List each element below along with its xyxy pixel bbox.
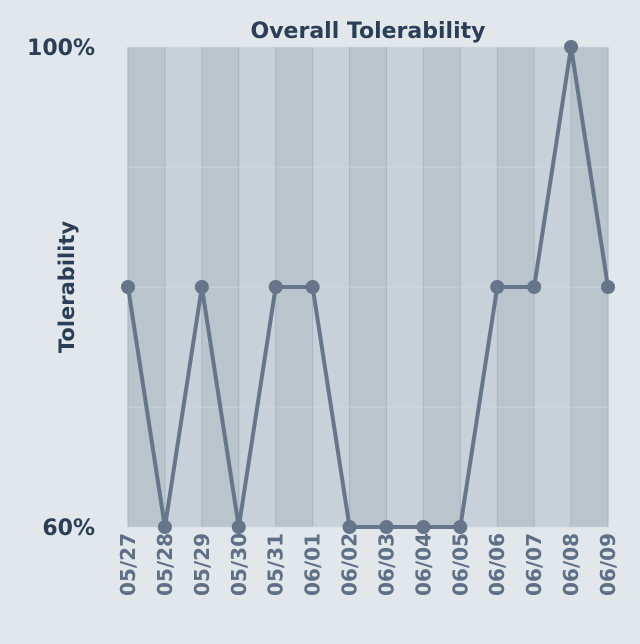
data-point — [527, 280, 542, 294]
data-point — [157, 520, 172, 534]
data-point — [564, 40, 579, 54]
y-tick-label: 60% — [42, 516, 95, 541]
x-tick-label: 06/05 — [448, 533, 472, 596]
x-tick-label: 05/28 — [153, 533, 177, 596]
x-tick-label: 05/30 — [227, 533, 251, 596]
x-tick-label: 05/27 — [116, 533, 140, 596]
data-point — [379, 520, 394, 534]
data-point — [305, 280, 320, 294]
data-point — [453, 520, 468, 534]
chart-title: Overall Tolerability — [251, 19, 486, 44]
x-tick-label: 06/07 — [522, 533, 546, 596]
x-tick-label: 06/03 — [374, 533, 398, 596]
data-point — [416, 520, 431, 534]
data-point — [490, 280, 505, 294]
x-tick-label: 06/01 — [301, 533, 325, 596]
series-group — [121, 40, 615, 534]
y-axis-label: Tolerability — [55, 221, 79, 354]
x-tick-label: 06/04 — [411, 533, 435, 596]
x-tick-label: 05/31 — [264, 533, 288, 596]
data-point — [601, 280, 615, 294]
x-tick-labels: 05/27 05/28 05/29 05/30 05/31 06/01 06/02 06/03… — [116, 533, 620, 596]
x-tick-label: 06/08 — [559, 533, 583, 596]
x-tick-label: 06/02 — [338, 533, 362, 596]
x-tick-label: 06/06 — [485, 533, 509, 596]
data-point — [231, 520, 246, 534]
data-point — [121, 280, 135, 294]
data-point — [194, 280, 209, 294]
x-tick-label: 05/29 — [190, 533, 214, 596]
data-point — [342, 520, 357, 534]
data-point — [268, 280, 283, 294]
y-tick-label: 100% — [27, 36, 95, 61]
y-tick-labels: 60% 100% — [27, 36, 95, 541]
x-tick-label: 06/09 — [596, 533, 620, 596]
